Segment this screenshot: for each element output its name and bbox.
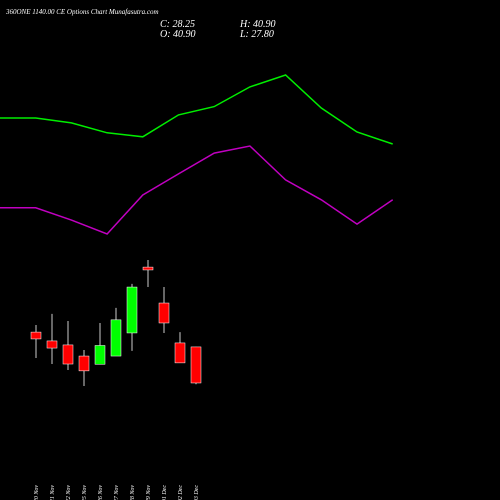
x-tick-label: 28 Nov bbox=[130, 485, 136, 500]
x-tick-label: 20 Nov bbox=[34, 485, 40, 500]
ohlc-low: L: 27.80 bbox=[239, 29, 274, 40]
candle-body bbox=[190, 346, 202, 384]
x-tick-label: 22 Nov bbox=[66, 485, 72, 500]
x-tick-label: 01 Dec bbox=[162, 485, 168, 500]
x-tick-label: 02 Dec bbox=[178, 485, 184, 500]
candle-body bbox=[94, 345, 106, 365]
candle-body bbox=[62, 344, 74, 365]
ohlc-high: H: 40.90 bbox=[239, 19, 276, 30]
candle-body bbox=[174, 342, 186, 364]
x-tick-label: 29 Nov bbox=[146, 485, 152, 500]
x-tick-label: 21 Nov bbox=[50, 485, 56, 500]
chart-title: 360ONE 1140.00 CE Options Chart Munafasu… bbox=[5, 8, 159, 16]
ohlc-open: O: 40.90 bbox=[160, 29, 196, 40]
candle-body bbox=[30, 331, 42, 340]
candle-body bbox=[78, 355, 90, 372]
x-tick-label: 27 Nov bbox=[114, 485, 120, 500]
candle-body bbox=[110, 319, 122, 357]
indicator-line bbox=[0, 74, 393, 145]
indicator-line bbox=[0, 145, 394, 235]
x-tick-label: 25 Nov bbox=[82, 485, 88, 500]
x-tick-label: 03 Dec bbox=[194, 485, 200, 500]
candle-body bbox=[158, 302, 170, 324]
ohlc-close: C: 28.25 bbox=[160, 19, 195, 30]
candle-body bbox=[126, 286, 138, 334]
candle-body bbox=[46, 340, 58, 349]
x-tick-label: 26 Nov bbox=[98, 485, 104, 500]
candle-body bbox=[142, 266, 154, 271]
